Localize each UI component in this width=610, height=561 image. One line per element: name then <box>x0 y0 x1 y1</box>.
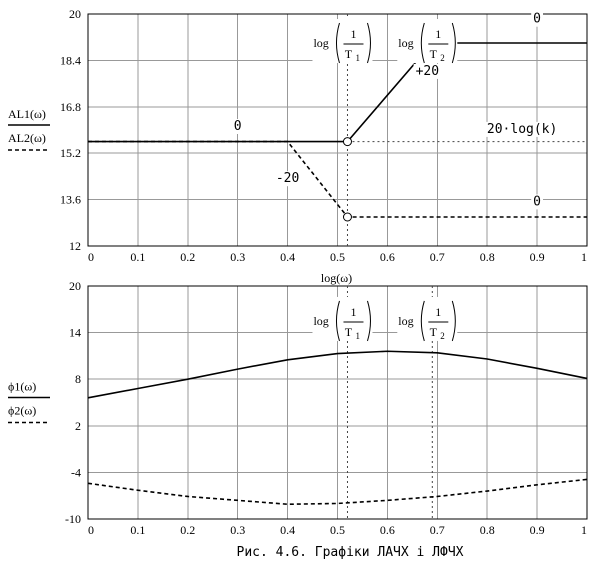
label-bg <box>312 296 373 341</box>
y-tick-label: 12 <box>69 239 81 253</box>
fraction-numerator: 1 <box>350 305 356 319</box>
x-tick-label: 0.7 <box>430 523 445 537</box>
fraction-numerator: 1 <box>435 27 441 41</box>
x-tick-label: 0.7 <box>430 250 445 264</box>
y-tick-label: 15.2 <box>60 146 81 160</box>
x-tick-label: 0 <box>88 523 94 537</box>
x-tick-label: 0.6 <box>380 523 395 537</box>
x-tick-label: 1 <box>581 523 587 537</box>
log-text: log <box>398 314 413 328</box>
y-tick-label: 20 <box>69 279 81 293</box>
fraction-denominator: T <box>345 47 353 61</box>
log-text: log <box>313 314 328 328</box>
y-tick-label: -4 <box>71 465 81 479</box>
x-tick-label: 0.4 <box>280 250 295 264</box>
x-tick-label: 0.9 <box>530 250 545 264</box>
fraction-subscript: 1 <box>355 331 360 341</box>
log-text: log <box>398 36 413 50</box>
paren-right <box>451 300 456 342</box>
y-tick-label: 18.4 <box>60 53 81 67</box>
slope-annotation: 0 <box>533 12 541 27</box>
annotation-bg <box>231 119 244 134</box>
fraction-subscript: 1 <box>355 53 360 63</box>
fraction-numerator: 1 <box>435 305 441 319</box>
x-tick-label: 0 <box>88 250 94 264</box>
paren-left <box>420 300 425 342</box>
y-tick-label: -10 <box>65 512 81 526</box>
slope-annotation: 0 <box>234 119 242 134</box>
paren-right <box>367 22 371 64</box>
annotation-bg <box>413 63 442 79</box>
y-series-label-2: ϕ2(ω) <box>8 404 36 418</box>
x-tick-label: 0.8 <box>480 523 495 537</box>
x-tick-label: 1 <box>581 250 587 264</box>
annotation-bg <box>531 11 544 27</box>
paren-left <box>335 300 340 342</box>
series-line-2 <box>88 140 587 218</box>
fraction-subscript: 2 <box>440 331 445 341</box>
label-bg <box>312 19 373 63</box>
x-tick-label: 0.8 <box>480 250 495 264</box>
slope-annotation: 0 <box>533 194 541 209</box>
x-tick-label: 0.5 <box>330 523 345 537</box>
x-tick-label: 0.3 <box>230 523 245 537</box>
fraction-denominator: T <box>430 47 438 61</box>
slope-annotation: +20 <box>416 64 439 79</box>
slope-annotation: 20·log(k) <box>487 122 557 137</box>
x-axis-label: log(ω) <box>321 271 352 285</box>
corner-frequency-label-2: log 1 T 2 <box>397 19 458 64</box>
y-tick-label: 14 <box>69 326 81 340</box>
breakpoint-marker <box>342 212 352 222</box>
label-bg <box>397 296 458 341</box>
y-tick-label: 8 <box>75 372 81 386</box>
chart-1: 0 0.1 0.2 0.3 0.4 0.5 0.6 0.7 0.8 0.9 12018.416.81… <box>8 7 588 285</box>
fraction-denominator: T <box>430 325 438 339</box>
figure-caption: Рис. 4.6. Графіки ЛАЧХ і ЛФЧХ <box>237 545 464 560</box>
x-tick-label: 0.2 <box>180 250 195 264</box>
paren-left <box>335 22 340 64</box>
series-line-1 <box>87 350 588 399</box>
chart-2: 0 0.1 0.2 0.3 0.4 0.5 0.6 0.7 0.8 0.9 1 20 14 8 2 -4 -10… <box>8 279 588 537</box>
x-tick-label: 0.4 <box>280 523 295 537</box>
corner-frequency-label-2: log 1 T 2 <box>397 296 458 342</box>
paren-left <box>420 22 425 64</box>
annotation-bg <box>484 121 560 137</box>
x-tick-label: 0.5 <box>330 250 345 264</box>
plot-frame <box>87 13 588 247</box>
y-tick-label: 16.8 <box>60 100 81 114</box>
x-tick-label: 0.6 <box>380 250 395 264</box>
fraction-numerator: 1 <box>350 27 356 41</box>
y-tick-label: 2 <box>75 419 81 433</box>
x-tick-label: 0.1 <box>130 523 145 537</box>
y-series-label-2: AL2(ω) <box>8 131 46 145</box>
y-series-label-1: ϕ1(ω) <box>8 380 36 394</box>
annotation-bg <box>273 171 302 187</box>
log-text: log <box>313 36 328 50</box>
label-bg <box>397 19 458 63</box>
y-series-label-1: AL1(ω) <box>8 107 46 121</box>
fraction-subscript: 2 <box>440 53 445 63</box>
paren-right <box>451 22 456 64</box>
x-tick-label: 0.1 <box>130 250 145 264</box>
x-tick-label: 0.9 <box>530 523 545 537</box>
paren-right <box>367 300 371 342</box>
slope-annotation: -20 <box>276 171 299 186</box>
x-tick-label: 0.2 <box>180 523 195 537</box>
breakpoint-marker <box>342 137 352 147</box>
fraction-denominator: T <box>345 325 353 339</box>
x-tick-label: 0.3 <box>230 250 245 264</box>
annotation-bg <box>531 194 544 210</box>
plot-frame <box>87 285 588 520</box>
y-tick-label: 13.6 <box>60 193 81 207</box>
y-tick-label: 20 <box>69 7 81 21</box>
